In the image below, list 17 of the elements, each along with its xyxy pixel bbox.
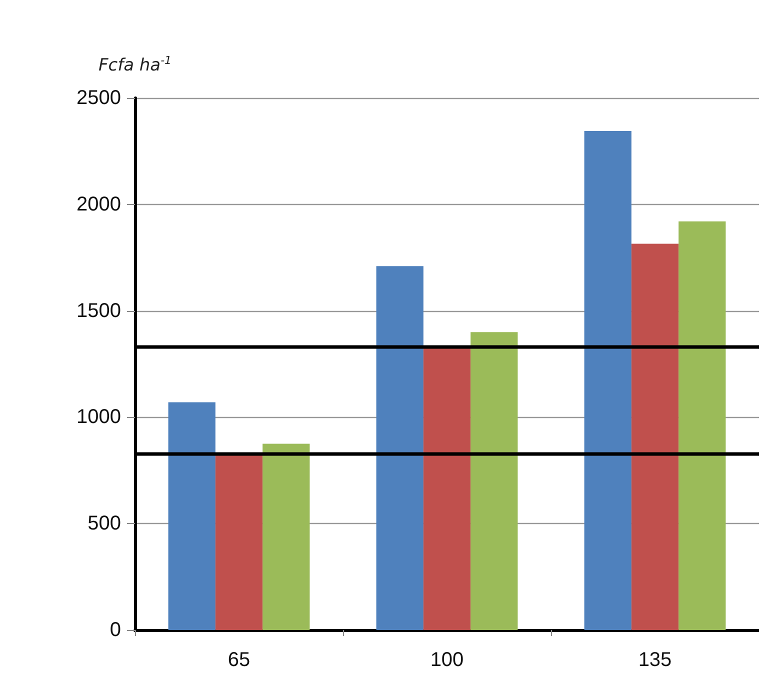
- bar: [470, 332, 518, 630]
- bar: [584, 130, 632, 630]
- bar: [376, 266, 424, 630]
- x-tick-label: 65: [228, 649, 250, 671]
- bar: [631, 244, 679, 630]
- bar: [678, 221, 726, 630]
- y-tick-label: 500: [88, 512, 121, 535]
- y-tick-label: 2000: [76, 193, 121, 216]
- y-tick-label: 1500: [76, 300, 121, 322]
- x-tick-label: 100: [430, 649, 464, 671]
- y-tick-label: 2500: [76, 87, 121, 109]
- bar: [423, 346, 471, 630]
- x-tick-label: 135: [638, 649, 672, 671]
- bar: [168, 402, 216, 630]
- bar: [262, 444, 310, 630]
- y-tick-label: 0: [110, 619, 121, 641]
- y-tick-label: 1000: [76, 406, 121, 428]
